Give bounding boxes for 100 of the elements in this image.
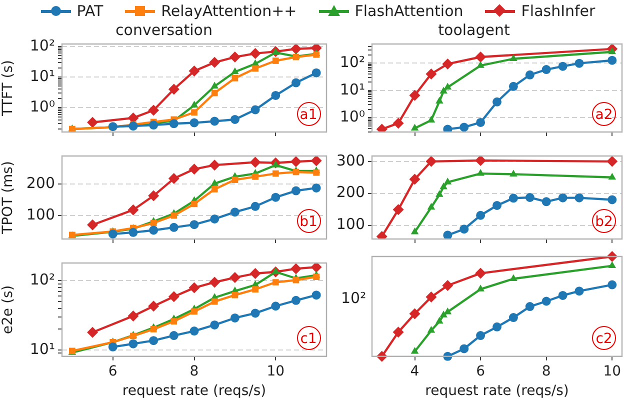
point [229, 52, 240, 63]
point [492, 97, 502, 106]
legend-label: RelayAttention++ [161, 2, 297, 20]
point [191, 308, 198, 315]
point [209, 160, 220, 171]
point [128, 228, 138, 237]
y-axis-title: e2e (s) [0, 285, 16, 334]
point [190, 326, 199, 336]
point [443, 230, 452, 239]
y-tick-label: 10² [340, 52, 365, 71]
point [310, 156, 322, 166]
point [250, 156, 261, 168]
point [410, 124, 419, 131]
point [313, 169, 320, 176]
point [250, 48, 261, 59]
point [510, 54, 518, 62]
point [191, 200, 198, 208]
point [169, 331, 178, 340]
point [87, 326, 98, 338]
point [392, 326, 404, 338]
point [427, 326, 436, 333]
point [108, 229, 118, 238]
point [542, 296, 551, 306]
point [190, 118, 199, 128]
point [250, 202, 260, 211]
point [608, 280, 617, 290]
point [210, 179, 218, 186]
x-tick-label: 10 [603, 363, 622, 380]
y-tick-label: 10² [30, 36, 55, 54]
point [148, 300, 160, 312]
point [128, 310, 139, 322]
point [574, 58, 584, 68]
point [210, 116, 220, 126]
point [525, 302, 534, 312]
point [510, 170, 518, 176]
point [232, 292, 238, 298]
point [87, 219, 98, 230]
point [230, 114, 240, 124]
point [310, 263, 322, 273]
y-tick-label: 200 [336, 183, 365, 202]
point [392, 118, 404, 129]
point [128, 122, 138, 131]
point [150, 326, 157, 332]
point [409, 90, 420, 101]
x-axis-title: request rate (reqs/s) [122, 383, 266, 400]
point [436, 96, 444, 104]
annotation: c2 [592, 326, 616, 350]
point [252, 286, 258, 293]
point [250, 105, 260, 114]
point [272, 160, 280, 168]
point [476, 284, 484, 292]
point [292, 276, 300, 284]
point [190, 100, 198, 108]
point [436, 190, 444, 197]
point [492, 200, 502, 210]
point [169, 222, 178, 232]
point [608, 56, 617, 65]
point [476, 118, 486, 127]
annotation: c1 [296, 326, 320, 350]
point [525, 70, 534, 80]
annotation: a2 [592, 102, 616, 126]
point [168, 173, 180, 184]
point [210, 214, 220, 224]
point [476, 169, 484, 176]
point [574, 286, 584, 296]
point [87, 116, 98, 128]
y-tick-label: 10¹ [340, 80, 365, 98]
y-tick-label: 10² [30, 270, 55, 289]
point [272, 48, 280, 55]
point [475, 52, 486, 63]
point [291, 186, 300, 196]
point [252, 65, 258, 72]
point [436, 316, 444, 324]
point [230, 208, 240, 217]
point [558, 193, 568, 202]
point [460, 122, 469, 132]
point [149, 226, 158, 235]
x-tick-label: 4 [410, 363, 420, 380]
point [475, 156, 486, 166]
point [410, 227, 419, 234]
point [608, 47, 616, 54]
point [444, 178, 452, 184]
point [608, 172, 616, 180]
point [542, 65, 551, 74]
x-tick-label: 6 [108, 363, 118, 380]
point [188, 66, 200, 77]
point [440, 182, 448, 190]
x-axis-title: request rate (reqs/s) [425, 383, 569, 400]
point [608, 195, 617, 204]
point [229, 272, 240, 284]
point [476, 331, 486, 340]
chart-title: conversation [116, 20, 212, 39]
point [510, 274, 518, 282]
point [168, 291, 180, 302]
point [444, 307, 452, 314]
point [209, 276, 220, 288]
point [148, 104, 160, 116]
y-tick-label: 100 [336, 215, 365, 234]
point [440, 86, 448, 94]
point [188, 164, 200, 175]
